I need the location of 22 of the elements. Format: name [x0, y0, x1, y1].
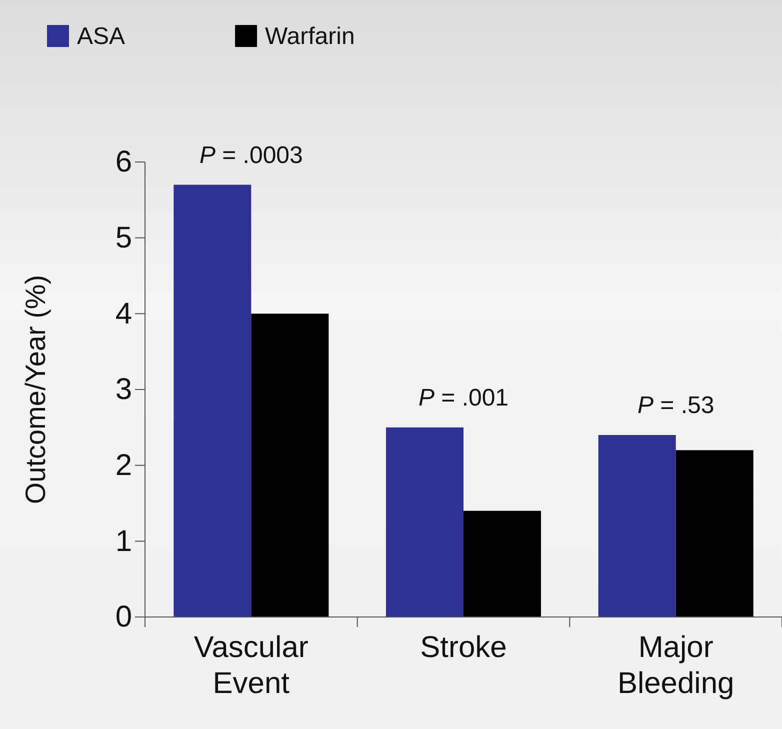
x-tick-label: Stroke	[420, 631, 507, 664]
y-tick-label: 4	[115, 297, 132, 330]
annotation: P = .0003	[199, 142, 303, 169]
y-tick-label: 0	[115, 600, 132, 634]
bar	[174, 184, 252, 617]
bar	[251, 314, 329, 617]
y-tick-label: 2	[115, 448, 132, 482]
y-axis-title: Outcome/Year (%)	[20, 274, 51, 504]
legend-label: ASA	[77, 23, 126, 50]
annotation: P = .001	[418, 384, 509, 412]
bar	[386, 427, 464, 617]
bar	[598, 435, 676, 617]
bar	[464, 510, 541, 617]
y-tick-label: 6	[115, 146, 132, 179]
y-tick-label: 3	[115, 373, 132, 406]
x-tick-label: Major Bleeding	[617, 631, 734, 700]
x-tick-label: Vascular Event	[194, 631, 308, 700]
annotation: P = .53	[637, 392, 714, 419]
bar	[676, 450, 754, 617]
y-tick-label: 1	[115, 524, 132, 558]
legend-label: Warfarin	[265, 23, 355, 50]
y-tick-label: 5	[115, 221, 132, 254]
